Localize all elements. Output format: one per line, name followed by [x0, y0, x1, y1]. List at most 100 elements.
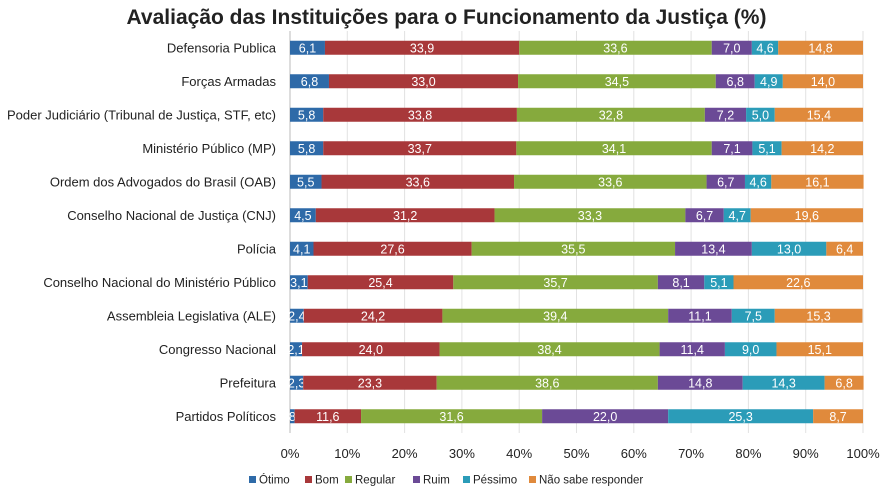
- x-tick-label: 80%: [735, 446, 761, 461]
- data-label: 7,5: [745, 309, 762, 323]
- data-label: 33,6: [406, 175, 430, 189]
- data-label: 27,6: [380, 242, 404, 256]
- data-label: 4,5: [294, 209, 311, 223]
- chart-title: Avaliação das Instituições para o Funcio…: [126, 6, 767, 29]
- bar-segment: [328, 74, 519, 89]
- bar-segment: [519, 40, 712, 55]
- data-label: 31,6: [439, 410, 463, 424]
- data-label: 22,0: [593, 410, 617, 424]
- legend-swatch: [249, 476, 256, 483]
- data-label: 6,7: [717, 175, 734, 189]
- category-label: Polícia: [237, 241, 277, 256]
- legend-swatch: [463, 476, 470, 483]
- bar-segment: [668, 409, 814, 424]
- bar-segment: [518, 74, 716, 89]
- x-tick-label: 20%: [392, 446, 418, 461]
- data-label: 7,0: [723, 41, 740, 55]
- data-label: 9,0: [742, 343, 759, 357]
- data-label: 8,7: [829, 410, 846, 424]
- data-label: 14,2: [810, 142, 834, 156]
- data-label: 7,1: [723, 142, 740, 156]
- bar-segment: [751, 241, 827, 256]
- data-label: 32,8: [599, 108, 623, 122]
- data-label: 8: [289, 410, 296, 424]
- x-tick-label: 90%: [793, 446, 819, 461]
- data-label: 11,4: [681, 343, 704, 357]
- bar-segment: [290, 141, 324, 156]
- data-label: 35,7: [543, 276, 567, 290]
- legend-label: Ruim: [423, 475, 450, 487]
- category-label: Conselho Nacional do Ministério Público: [43, 275, 276, 290]
- data-label: 2,3: [288, 376, 305, 390]
- bar-segment: [290, 342, 303, 357]
- x-tick-label: 100%: [846, 446, 880, 461]
- legend-label: Não sabe responder: [539, 475, 643, 487]
- data-label: 6,7: [696, 209, 713, 223]
- data-label: 7,2: [717, 108, 734, 122]
- data-label: 11,1: [688, 309, 711, 323]
- data-label: 5,8: [298, 108, 315, 122]
- bar-segment: [657, 375, 743, 390]
- bar-segment: [303, 308, 443, 323]
- data-label: 4,9: [760, 75, 777, 89]
- x-tick-label: 0%: [281, 446, 300, 461]
- bar-segment: [776, 342, 863, 357]
- data-label: 4,6: [749, 175, 766, 189]
- data-label: 6,8: [727, 75, 744, 89]
- data-label: 14,3: [771, 376, 795, 390]
- category-label: Ordem dos Advogados do Brasil (OAB): [50, 174, 276, 189]
- bar-segment: [442, 308, 669, 323]
- category-label: Ministério Público (MP): [142, 141, 276, 156]
- x-tick-label: 40%: [506, 446, 532, 461]
- bar-segment: [742, 375, 825, 390]
- bar-segment: [774, 308, 863, 323]
- bar-segment: [290, 40, 325, 55]
- data-label: 33,8: [408, 108, 432, 122]
- bar-segment: [294, 409, 362, 424]
- bar-segment: [704, 275, 734, 290]
- data-label: 5,5: [297, 175, 314, 189]
- bar-segment: [685, 208, 724, 223]
- bar-segment: [711, 141, 753, 156]
- bar-segment: [704, 107, 747, 122]
- data-label: 33,7: [408, 142, 432, 156]
- data-label: 39,4: [543, 309, 567, 323]
- data-label: 15,4: [807, 108, 831, 122]
- bar-segment: [494, 208, 686, 223]
- bar-segment: [744, 174, 772, 189]
- bar-segment: [290, 241, 314, 256]
- data-label: 15,3: [806, 309, 830, 323]
- x-axis-ticks: 0% 10% 20% 30% 40% 50% 60% 70% 80% 90% 100%: [281, 446, 880, 461]
- bar-segment: [323, 141, 517, 156]
- data-label: 33,9: [410, 41, 434, 55]
- bar-segment: [361, 409, 543, 424]
- category-label: Defensoria Publica: [167, 40, 277, 55]
- bar-segment: [824, 375, 864, 390]
- category-label: Forças Armadas: [181, 74, 276, 89]
- data-label: 35,5: [561, 242, 585, 256]
- bar-segment: [751, 40, 779, 55]
- bar-segment: [782, 74, 863, 89]
- bar-segment: [724, 342, 777, 357]
- data-label: 31,2: [393, 209, 417, 223]
- bar-segment: [290, 275, 308, 290]
- data-label: 23,3: [358, 376, 382, 390]
- data-label: 33,6: [603, 41, 627, 55]
- x-tick-label: 10%: [334, 446, 360, 461]
- bar-segment: [781, 141, 863, 156]
- legend-swatch: [529, 476, 536, 483]
- data-label: 2,1: [287, 343, 304, 357]
- bar-segment: [290, 409, 295, 424]
- category-label: Partidos Políticos: [176, 409, 277, 424]
- bar-segment: [675, 241, 752, 256]
- bar-segment: [826, 241, 863, 256]
- data-label: 6,8: [835, 376, 852, 390]
- data-label: 34,1: [602, 142, 626, 156]
- data-label: 4,1: [293, 242, 310, 256]
- data-label: 5,1: [710, 276, 727, 290]
- bar-segment: [750, 208, 863, 223]
- bar-segment: [668, 308, 732, 323]
- bar-segment: [516, 141, 712, 156]
- bar-segment: [706, 174, 745, 189]
